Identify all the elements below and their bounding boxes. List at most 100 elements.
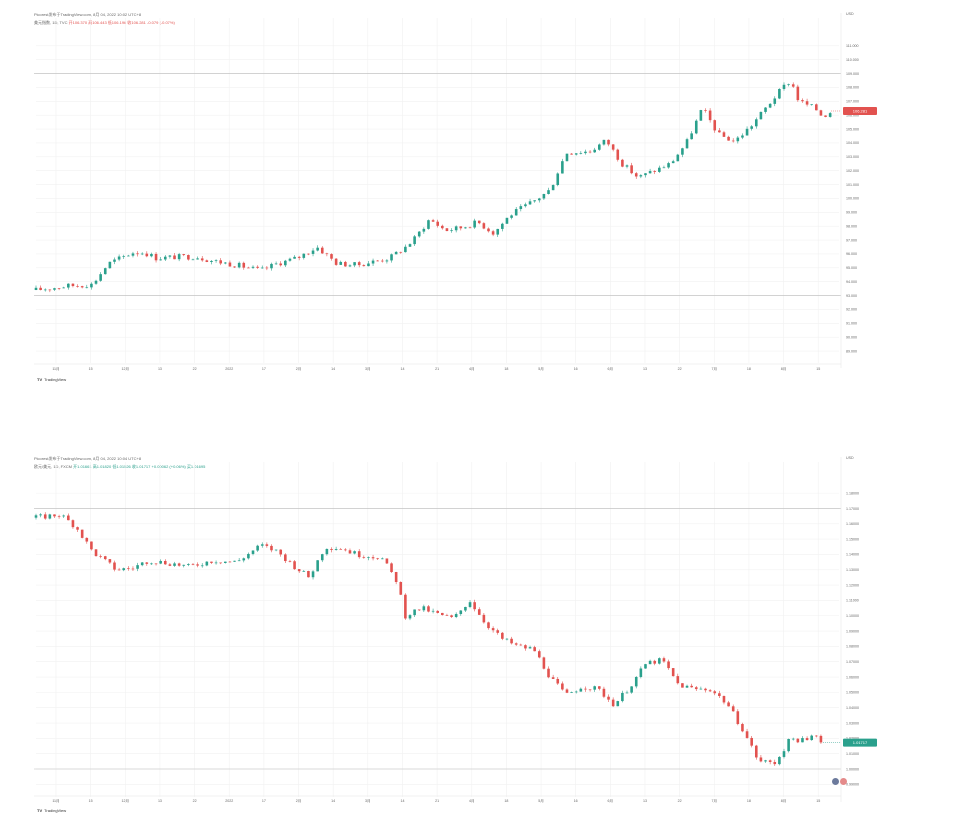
candle-body [62,515,66,517]
candle-body [699,688,703,690]
candle-body [122,256,126,257]
candlestick-chart-eurusd[interactable]: 11月 15 12月 13 22 2022 17 2月 14 3月 14 21 4月 18 5月 16 6月 13… [34,452,902,822]
candle-body [519,206,523,210]
candle-body [53,288,56,290]
candle-body [630,165,633,174]
candle-body [805,738,809,741]
candle-body [782,751,786,757]
y-tick-label: 91.000 [846,322,857,326]
candle-body [704,688,707,691]
candle-body [676,676,680,684]
candle-body [131,253,135,256]
candle-body [85,287,89,289]
candle-body [353,551,356,554]
candle-body [565,153,569,162]
candle-body [177,254,181,260]
candle-body [464,227,467,229]
event-markers[interactable] [832,778,848,786]
candle-body [99,556,102,557]
chart-publish-info: Picorest发布于TradingView.com, 8月 04, 2022 … [34,456,142,461]
candle-body [344,549,347,551]
x-tick-label: 14 [331,799,335,803]
candle-body [676,154,680,162]
event-flag-icon[interactable] [840,778,847,785]
candle-body [667,661,670,669]
y-tick-label: 104.000 [846,141,859,145]
candle-body [404,594,407,619]
candle-body [187,255,190,260]
candle-body [607,696,610,700]
x-tick-label: 8月 [781,366,787,371]
candle-body [357,551,361,558]
candle-body [154,253,158,261]
candle-body [607,139,610,145]
candle-body [496,630,500,633]
tradingview-logo-icon: TV [37,808,43,813]
candle-body [80,286,84,288]
y-tick-label: 1.00000 [846,767,859,771]
candle-body [681,683,684,688]
event-flag-icon[interactable] [832,778,839,785]
candle-body [307,253,310,255]
candle-body [759,757,763,762]
candle-body [731,706,735,712]
candle-body [625,692,629,694]
candle-body [556,678,560,684]
candle-body [270,263,273,269]
candle-body [551,185,555,191]
candle-body [376,260,379,262]
candle-body [454,614,458,617]
candle-body [570,153,573,155]
candle-body [611,699,615,707]
candle-body [473,602,476,610]
candle-body [380,558,384,560]
x-tick-label: 21 [435,367,439,371]
candle-body [67,515,70,521]
candle-body [722,696,726,703]
candle-body [140,253,144,255]
candle-body [828,113,832,117]
candle-body [39,287,42,291]
candle-body [459,226,463,229]
candle-body [247,553,250,559]
candle-body [713,120,717,131]
x-tick-label: 22 [678,799,682,803]
candle-body [367,263,370,267]
candle-body [417,231,421,237]
x-tick-label: 7月 [711,798,717,803]
candle-body [653,171,657,172]
y-tick-label: 110.000 [846,58,859,62]
y-tick-label: 1.05000 [846,691,859,695]
x-tick-label: 18 [747,367,751,371]
brand-text: TradingView [44,808,67,813]
candle-body [117,256,121,260]
candle-body [584,151,587,154]
candle-body [459,610,463,615]
candle-body [265,267,269,269]
candle-body [404,246,407,253]
candle-body [122,568,126,571]
x-tick-label: 13 [158,367,162,371]
candle-body [487,622,490,629]
candle-body [311,250,315,254]
candle-body [113,562,116,570]
x-tick-label: 5月 [538,366,544,371]
candle-body [727,136,730,141]
candle-body [708,110,712,121]
candle-body [773,98,777,104]
y-tick-label: 1.06000 [846,675,859,679]
x-tick-label: 2月 [296,798,302,803]
candle-body [274,549,278,551]
candle-body [150,563,153,565]
candle-body [94,549,98,557]
candle-body [325,253,329,255]
x-tick-label: 14 [400,799,404,803]
x-tick-label: 11月 [52,798,59,803]
candle-body [219,260,222,264]
candle-body [791,738,795,740]
y-tick-label: 94.000 [846,280,857,284]
candle-body [778,88,781,99]
candle-body [750,126,753,129]
candle-body [385,558,389,564]
candlestick-chart-dxy[interactable]: 11月 15 12月 13 22 2022 17 2月 14 3月 14 21 4月 18 5月 16 6月 13… [34,8,902,388]
